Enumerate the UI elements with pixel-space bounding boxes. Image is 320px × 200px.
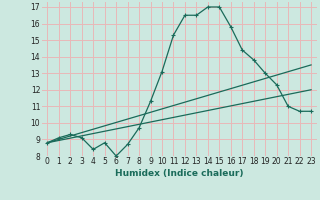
X-axis label: Humidex (Indice chaleur): Humidex (Indice chaleur) <box>115 169 244 178</box>
